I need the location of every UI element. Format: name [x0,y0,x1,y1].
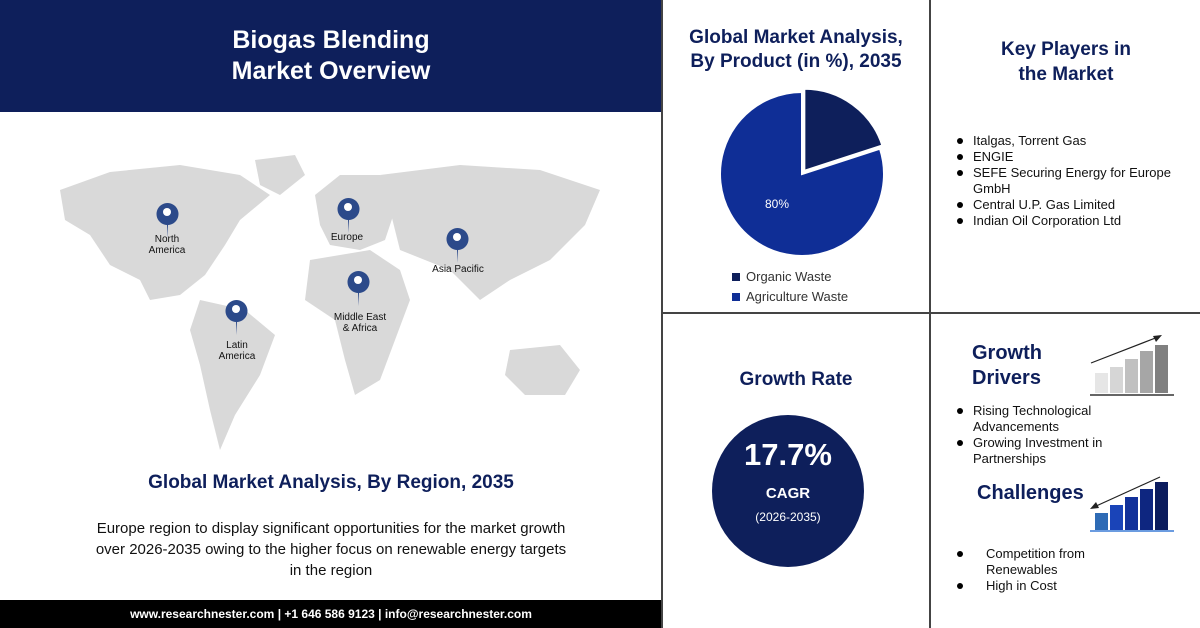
region-label-north-america: North America [148,234,186,256]
decline-chart-icon [1090,476,1174,532]
growth-drivers-list: Rising Technological Advancements Growin… [955,403,1130,467]
region-analysis-title: Global Market Analysis, By Region, 2035 [148,472,514,493]
pie-data-label: 80% [765,197,789,211]
challenges-list: Competition from Renewables High in Cost [955,546,1105,594]
list-item: Rising Technological Advancements [955,403,1130,435]
footer-contact: www.researchnester.com | +1 646 586 9123… [0,600,662,628]
growth-chart-icon [1090,335,1174,396]
africa-shape [305,250,410,395]
list-item: SEFE Securing Energy for Europe GmbH [955,165,1190,197]
region-label-latin-america: Latin America [218,340,256,362]
map-pin-icon [337,198,360,233]
south-america-shape [190,300,275,450]
region-label-asia-pacific: Asia Pacific [432,264,484,275]
cagr-label: CAGR [765,485,811,502]
legend-swatch [732,273,740,281]
key-players-list: Italgas, Torrent Gas ENGIE SEFE Securing… [955,133,1190,229]
list-item: Indian Oil Corporation Ltd [955,213,1190,229]
product-title: Global Market Analysis, By Product (in %)… [689,27,903,72]
pie-legend: Organic Waste Agriculture Waste [732,267,848,307]
cagr-circle: 17.7% CAGR (2026-2035) [712,415,864,567]
page-title-line2: Market Overview [231,57,431,85]
list-item: Growing Investment in Partnerships [955,435,1130,467]
legend-swatch [732,293,740,301]
growth-rate-title: Growth Rate [739,369,853,390]
header-banner: Biogas Blending Market Overview [0,0,662,112]
region-label-middle-east-africa: Middle East & Africa [333,312,387,334]
divider [929,0,931,628]
region-pins [156,198,469,335]
legend-item-organic-waste: Organic Waste [732,267,848,287]
map-pin-icon [347,271,370,306]
map-pin-icon [225,300,248,335]
map-pin-icon [446,228,469,263]
cagr-period: (2026-2035) [755,510,821,524]
list-item: High in Cost [955,578,1105,594]
north-america-shape [60,165,270,300]
region-analysis-description: Europe region to display significant opp… [95,520,567,579]
growth-drivers-title: Growth Drivers [972,342,1042,389]
legend-item-agriculture-waste: Agriculture Waste [732,287,848,307]
challenges-title: Challenges [977,482,1084,504]
divider [661,0,663,628]
list-item: ENGIE [955,149,1190,165]
list-item: Central U.P. Gas Limited [955,197,1190,213]
greenland-shape [255,155,305,195]
page-title-line1: Biogas Blending [232,26,430,54]
map-pin-icon [156,203,179,238]
list-item: Italgas, Torrent Gas [955,133,1190,149]
list-item: Competition from Renewables [955,546,1105,578]
divider [662,312,1200,314]
asia-shape [380,165,600,300]
pie-slice-agriculture-waste [719,90,885,257]
pie-slice-organic-waste [803,88,884,173]
cagr-value: 17.7% [744,437,832,472]
key-players-title: Key Players in the Market [1001,39,1131,85]
region-label-europe: Europe [330,232,364,243]
world-map [60,155,600,450]
australia-shape [505,345,580,395]
product-pie-chart: 80% [719,88,885,257]
